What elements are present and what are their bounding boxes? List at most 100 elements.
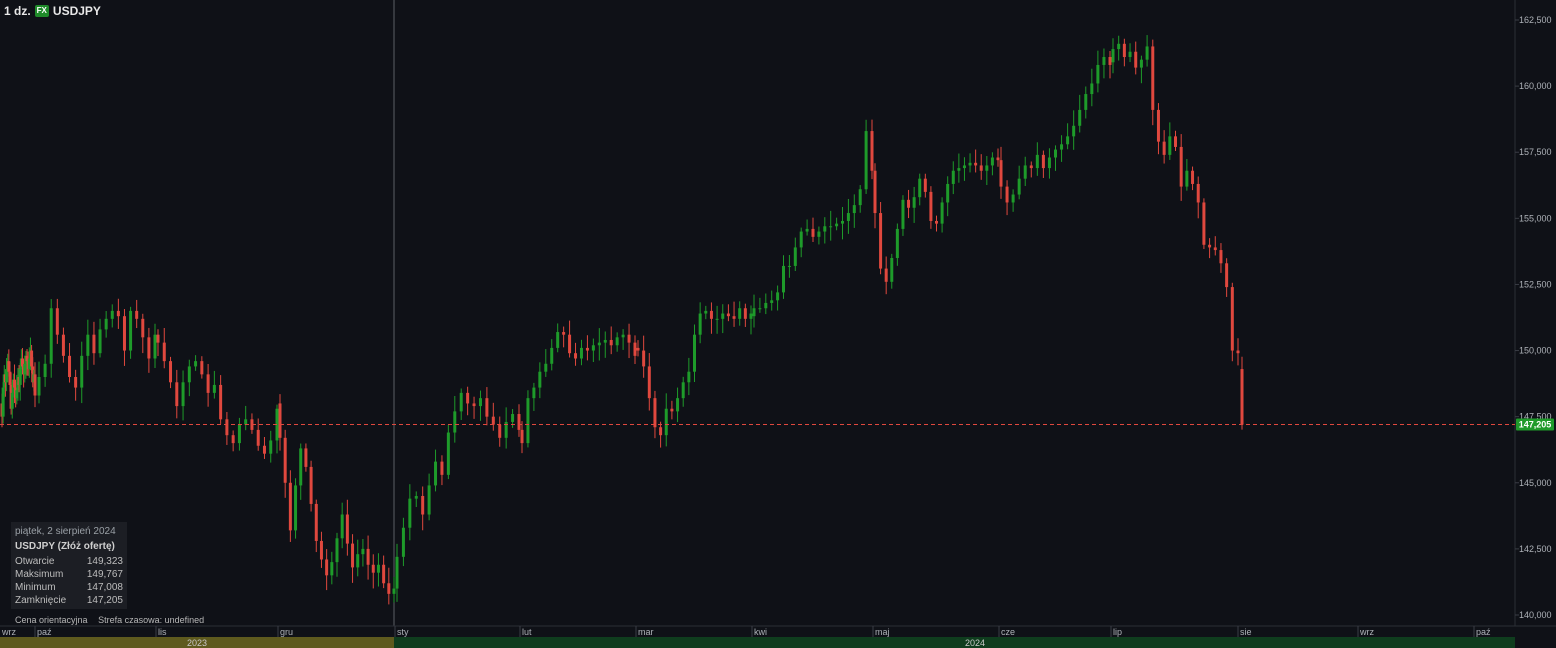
candle-body: [74, 377, 78, 388]
candle-body: [918, 178, 922, 198]
candle-body: [732, 316, 736, 319]
candle-body: [345, 514, 349, 544]
candle-body: [1174, 136, 1177, 147]
candle-body: [31, 366, 35, 383]
candle-body: [864, 131, 868, 190]
candle-body: [237, 424, 241, 444]
candle-body: [1108, 57, 1112, 65]
candle-body: [676, 398, 680, 412]
candle-body: [25, 355, 29, 362]
candle-body: [1122, 43, 1126, 58]
timezone-note: Strefa czasowa: undefined: [98, 615, 205, 625]
candle-body: [653, 398, 657, 428]
candle-body: [294, 485, 298, 531]
candle-body: [901, 199, 905, 229]
candle-body: [104, 318, 108, 330]
candle-body: [621, 334, 625, 338]
candle-body: [568, 334, 572, 354]
candle-body: [517, 414, 521, 430]
candle-body: [304, 448, 308, 467]
candle-body: [92, 334, 96, 354]
candle-body: [738, 308, 742, 319]
candle-body: [141, 318, 145, 338]
y-tick-label: 162,500: [1519, 15, 1552, 25]
candle-body: [1066, 136, 1070, 145]
candle-body: [817, 231, 821, 237]
symbol-label[interactable]: USDJPY: [52, 4, 101, 18]
candle-body: [395, 556, 399, 589]
y-tick-label: 150,000: [1519, 346, 1552, 356]
candle-body: [256, 429, 260, 446]
candle-body: [985, 165, 989, 171]
candle-body: [110, 310, 114, 319]
candle-body: [520, 429, 524, 444]
candle-body: [1219, 250, 1223, 264]
candle-body: [698, 313, 702, 335]
candle-body: [951, 170, 955, 184]
candle-body: [636, 347, 640, 351]
candle-body: [782, 265, 785, 293]
candle-body: [726, 313, 730, 317]
candle-body: [5, 369, 9, 383]
x-tick-label: lis: [158, 627, 167, 637]
candle-body: [1202, 202, 1206, 245]
candle-body: [244, 419, 248, 425]
candle-body: [466, 392, 470, 404]
candle-body: [647, 366, 651, 399]
candle-body: [1054, 149, 1057, 158]
candle-body: [485, 398, 489, 417]
candle-body: [68, 355, 72, 377]
last-price-badge: [1516, 418, 1554, 431]
candle-body: [787, 265, 791, 267]
candle-body: [776, 292, 780, 301]
candle-body: [1236, 350, 1240, 354]
candle-body: [687, 371, 691, 383]
candle-body: [459, 392, 463, 412]
year-band-2024: [394, 637, 1515, 648]
candle-body: [873, 170, 877, 214]
candle-body: [175, 382, 179, 407]
candle-body: [1117, 43, 1121, 50]
candle-body: [770, 300, 774, 303]
tooltip-row-open: Otwarcie 149,323: [15, 556, 123, 567]
candle-body: [615, 337, 619, 346]
fx-badge: FX: [34, 5, 49, 17]
y-tick-label: 145,000: [1519, 478, 1552, 488]
candle-body: [10, 392, 14, 409]
x-tick-label: kwi: [754, 627, 767, 637]
candle-body: [1196, 183, 1200, 203]
candle-body: [219, 384, 223, 420]
x-tick-label: cze: [1001, 627, 1015, 637]
candle-body: [721, 313, 725, 319]
tooltip-row-close: Zamknięcie 147,205: [15, 595, 123, 606]
candle-body: [80, 355, 84, 388]
candle-body: [642, 350, 646, 367]
candle-body: [935, 220, 938, 224]
candle-body: [1017, 178, 1021, 195]
candle-body: [1162, 141, 1166, 155]
candle-body: [61, 334, 65, 356]
chart-footer: Cena orientacyjna Strefa czasowa: undefi…: [15, 615, 212, 625]
candle-body: [609, 339, 613, 346]
x-tick-label: paź: [1476, 627, 1491, 637]
candle-body: [538, 371, 542, 388]
y-tick-label: 142,500: [1519, 544, 1552, 554]
quantity-label: 1 dz.: [4, 4, 31, 18]
candle-body: [309, 466, 313, 504]
year-label: 2024: [965, 638, 985, 648]
candle-body: [526, 398, 530, 444]
candle-body: [1072, 125, 1076, 137]
candle-body: [1156, 109, 1160, 142]
candle-body: [1023, 165, 1027, 179]
candle-body: [681, 382, 685, 399]
candle-body: [392, 588, 396, 594]
candle-body: [752, 308, 756, 317]
candle-body: [884, 268, 888, 282]
candle-body: [319, 540, 323, 560]
tooltip-title: USDJPY (Złóż ofertę): [15, 541, 115, 552]
candle-body: [1011, 194, 1015, 203]
candle-body: [153, 334, 157, 359]
candle-body: [1230, 287, 1234, 351]
candle-body: [968, 162, 972, 166]
